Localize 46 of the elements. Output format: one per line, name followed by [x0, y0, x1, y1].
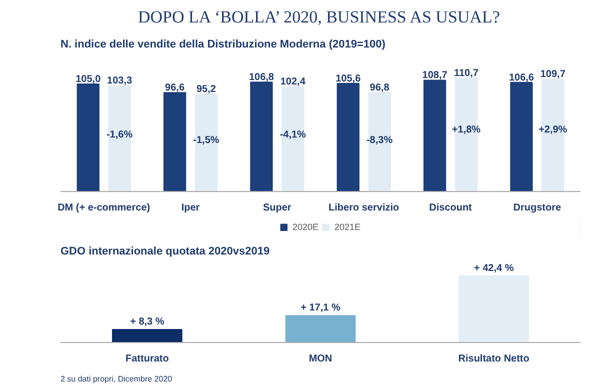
annotation: +1,8% — [452, 124, 481, 136]
bar — [163, 92, 186, 192]
data-label: + 8,3 % — [130, 316, 164, 328]
data-label: 106,8 — [248, 72, 274, 84]
data-label: 102,4 — [280, 76, 306, 88]
data-label: 109,7 — [540, 69, 566, 80]
chart-title: DOPO LA ‘BOLLA’ 2020, BUSINESS AS USUAL? — [138, 8, 500, 26]
chart-title: GDO internazionale quotata 2020vs2019 — [60, 246, 270, 258]
data-label: + 17,1 % — [300, 302, 340, 314]
data-label: 96,6 — [165, 82, 185, 94]
bar — [108, 85, 131, 192]
x-tick-label: MON — [308, 354, 332, 364]
bar — [510, 82, 533, 192]
annotation: -1,5% — [193, 134, 220, 146]
x-tick-label: Discount — [429, 202, 473, 214]
bar — [423, 80, 446, 192]
data-label: 105,6 — [336, 73, 362, 84]
data-label: 103,3 — [107, 76, 132, 87]
bar — [336, 82, 360, 192]
legend-label: 2020E — [292, 222, 318, 232]
data-label: 96,8 — [370, 82, 390, 94]
x-tick-label: Fatturato — [126, 354, 169, 364]
x-tick-label: Risultato Netto — [458, 354, 530, 364]
annotation: -4,1% — [280, 130, 306, 141]
bar — [282, 86, 304, 192]
data-label: 106,6 — [508, 72, 534, 84]
data-label: 110,7 — [454, 68, 479, 80]
annotation: +2,9% — [538, 124, 568, 136]
data-label: 105,0 — [76, 74, 102, 85]
annotation: -1,6% — [106, 130, 133, 141]
x-tick-label: Libero servizio — [328, 202, 400, 214]
data-label: 95,2 — [196, 84, 216, 96]
text: 2 su dati propri, Dicembre 2020 — [60, 374, 172, 384]
x-tick-label: Drugstore — [513, 202, 562, 214]
x-tick-label: Super — [262, 202, 292, 214]
data-label: + 42,4 % — [474, 262, 514, 274]
x-tick-label: Iper — [181, 202, 200, 214]
data-label: 108,7 — [422, 70, 448, 82]
annotation: -8,3% — [366, 134, 393, 146]
bar — [368, 92, 391, 192]
bar — [250, 82, 273, 192]
x-tick-label: DM (+ e-commerce) — [58, 202, 150, 214]
bar — [76, 84, 100, 192]
chart-subtitle: N. indice delle vendite della Distribuzione Moderna (2019=100) — [60, 38, 386, 50]
bar — [194, 94, 218, 192]
legend-label: 2021E — [334, 222, 361, 232]
